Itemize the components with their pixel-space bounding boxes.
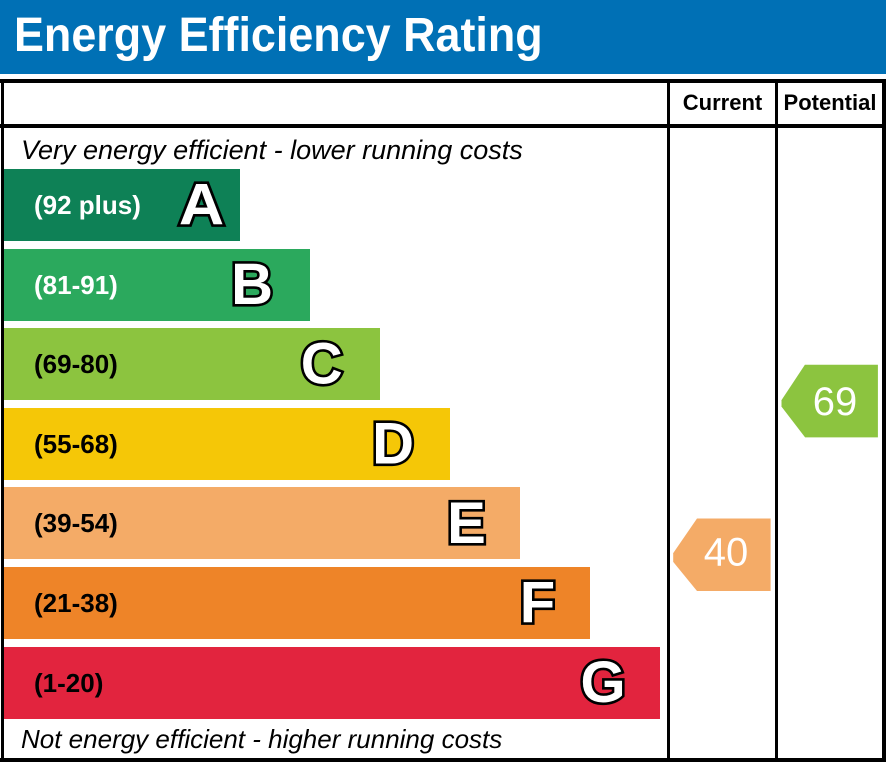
svg-text:A: A xyxy=(179,172,224,237)
svg-text:B: B xyxy=(231,252,273,317)
svg-text:F: F xyxy=(520,571,555,636)
svg-text:40: 40 xyxy=(704,530,749,574)
svg-text:C: C xyxy=(301,332,343,397)
svg-text:D: D xyxy=(372,411,414,476)
svg-text:G: G xyxy=(580,650,625,715)
svg-text:E: E xyxy=(447,491,486,556)
svg-text:69: 69 xyxy=(813,380,858,424)
